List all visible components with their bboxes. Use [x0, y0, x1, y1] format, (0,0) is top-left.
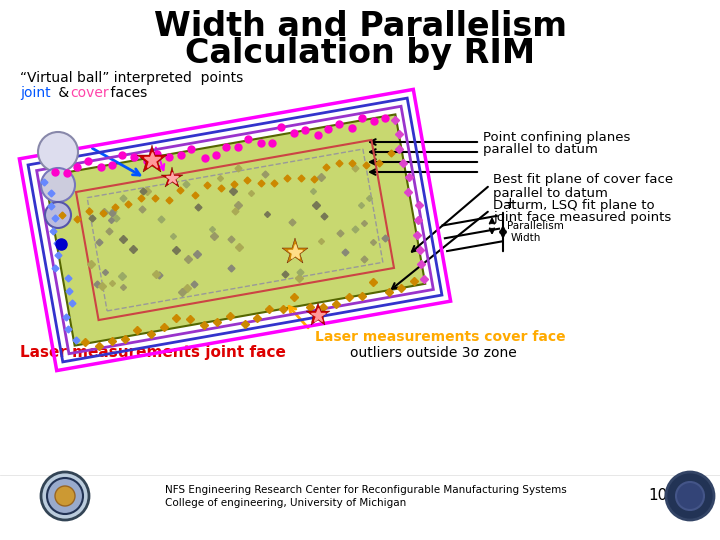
Text: “Virtual ball” interpreted  points: “Virtual ball” interpreted points [20, 71, 243, 85]
Text: parallel to datum: parallel to datum [493, 186, 608, 199]
Text: NFS Engineering Research Center for Reconfigurable Manufacturing Systems: NFS Engineering Research Center for Reco… [165, 485, 567, 495]
Text: parallel to datum: parallel to datum [483, 144, 598, 157]
Circle shape [47, 478, 83, 514]
Text: &: & [54, 86, 73, 100]
Text: Point confining planes: Point confining planes [483, 131, 631, 144]
Text: Width and Parallelism: Width and Parallelism [153, 10, 567, 43]
Text: Width: Width [511, 233, 541, 243]
Polygon shape [45, 114, 426, 346]
Circle shape [41, 168, 75, 202]
Text: Best fit plane of cover face: Best fit plane of cover face [493, 173, 673, 186]
Text: Calculation by RIM: Calculation by RIM [185, 37, 535, 71]
Text: Daturm, LSQ fit plane to: Daturm, LSQ fit plane to [493, 199, 654, 212]
Text: cover: cover [70, 86, 109, 100]
Text: Parallelism: Parallelism [507, 221, 564, 231]
Circle shape [55, 486, 75, 506]
Circle shape [38, 132, 78, 172]
Text: Laser measurements joint face: Laser measurements joint face [20, 346, 286, 361]
Text: Laser measurements cover face: Laser measurements cover face [315, 330, 566, 344]
Circle shape [666, 472, 714, 520]
Circle shape [676, 482, 704, 510]
Text: 10: 10 [648, 489, 667, 503]
Text: +: + [503, 197, 516, 212]
Circle shape [41, 472, 89, 520]
Text: faces: faces [106, 86, 148, 100]
Text: College of engineering, University of Michigan: College of engineering, University of Mi… [165, 498, 406, 508]
Text: outliers outside 3σ zone: outliers outside 3σ zone [350, 346, 517, 360]
Circle shape [45, 202, 71, 228]
Text: joint: joint [20, 86, 50, 100]
Text: joint face measured points: joint face measured points [493, 212, 671, 225]
